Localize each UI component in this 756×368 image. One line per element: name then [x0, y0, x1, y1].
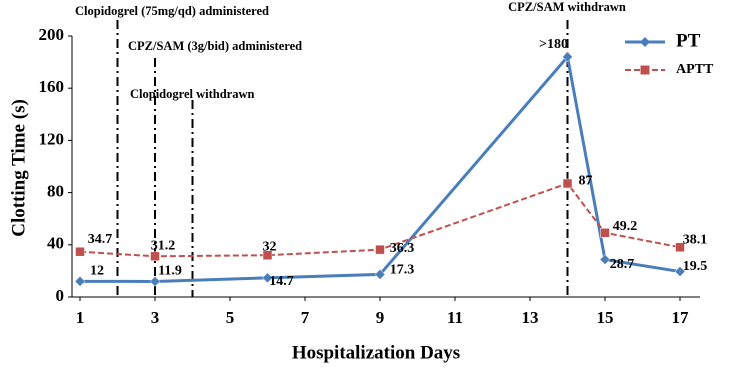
- legend-label: APTT: [676, 62, 714, 77]
- x-tick-label: 11: [447, 308, 463, 327]
- data-label: 31.2: [151, 239, 176, 254]
- marker: [374, 269, 386, 280]
- marker: [562, 51, 573, 63]
- x-tick-label: 9: [376, 308, 385, 327]
- marker: [375, 244, 385, 255]
- x-tick-label: 5: [226, 308, 235, 327]
- annotation: CPZ/SAM (3g/bid) administered: [128, 39, 302, 53]
- annotation: CPZ/SAM withdrawn: [508, 0, 626, 14]
- x-tick-label: 15: [597, 308, 614, 327]
- legend-marker: [640, 65, 650, 75]
- x-tick-label: 7: [301, 308, 310, 327]
- marker: [262, 250, 273, 260]
- data-label: 14.7: [269, 274, 294, 289]
- marker: [262, 272, 273, 284]
- x-tick-label: 3: [151, 308, 160, 327]
- y-tick-label: 200: [39, 25, 65, 44]
- data-label: >180: [539, 37, 568, 52]
- data-label: 12: [90, 264, 104, 279]
- data-label: 87: [579, 174, 593, 189]
- legend-label: PT: [676, 30, 701, 51]
- x-axis-title: Hospitalization Days: [292, 342, 460, 363]
- marker: [675, 242, 685, 253]
- y-tick-label: 80: [47, 182, 64, 201]
- y-axis-title: Clotting Time (s): [8, 99, 29, 237]
- y-tick-label: 160: [39, 77, 65, 96]
- x-tick-label: 13: [522, 308, 539, 327]
- marker: [149, 276, 161, 287]
- data-label: 28.7: [610, 257, 635, 272]
- annotation: Clopidogrel withdrawn: [130, 87, 254, 101]
- x-tick-label: 17: [672, 308, 690, 327]
- annotation: Clopidogrel (75mg/qd) administered: [75, 4, 269, 18]
- y-tick-label: 0: [56, 286, 65, 305]
- data-label: 34.7: [88, 232, 113, 247]
- data-label: 11.9: [158, 264, 182, 279]
- marker: [75, 246, 85, 257]
- marker: [600, 228, 610, 238]
- data-label: 38.1: [683, 232, 708, 247]
- data-label: 19.5: [683, 259, 708, 274]
- data-label: 36.3: [390, 241, 415, 256]
- y-tick-label: 40: [47, 234, 64, 253]
- marker: [150, 251, 160, 262]
- data-label: 49.2: [613, 219, 638, 234]
- data-label: 17.3: [390, 263, 415, 278]
- legend-marker: [640, 37, 650, 47]
- marker: [674, 266, 686, 277]
- marker: [74, 275, 86, 287]
- data-label: 32: [263, 239, 277, 254]
- x-tick-label: 1: [76, 308, 85, 327]
- marker: [562, 178, 573, 189]
- marker: [599, 254, 611, 265]
- y-tick-label: 120: [39, 129, 65, 148]
